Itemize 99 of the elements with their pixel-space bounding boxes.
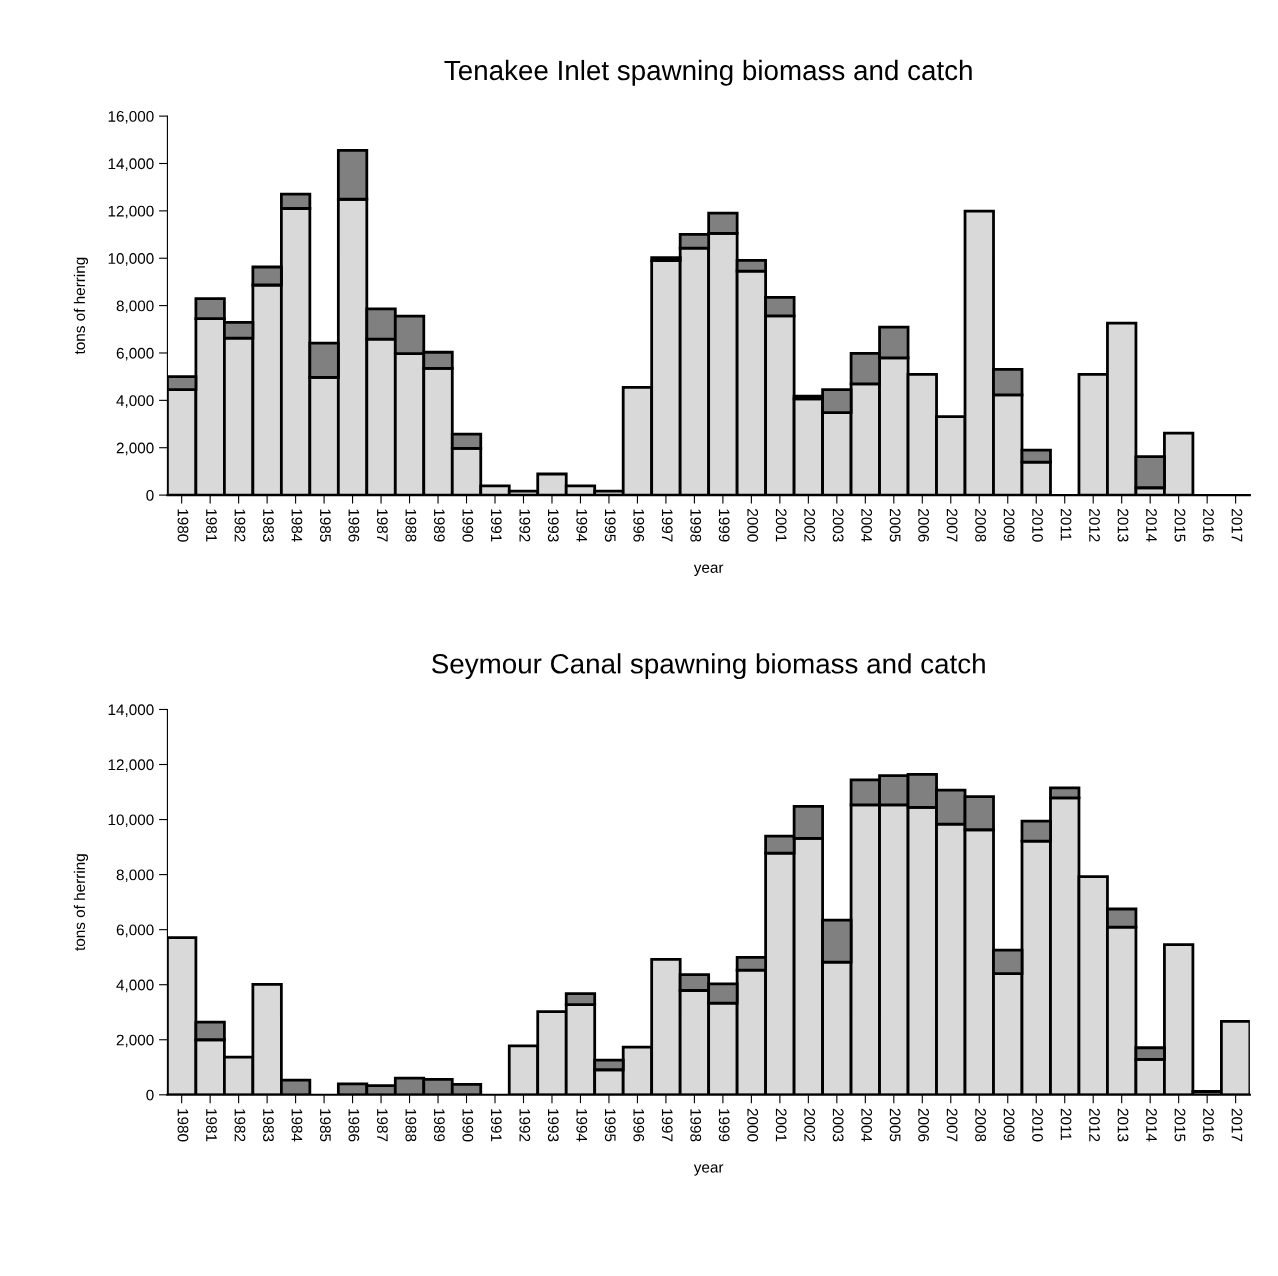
x-tick-label: 2012 <box>1089 1108 1100 1142</box>
x-tick-label: 1984 <box>291 1109 303 1142</box>
x-tick-label: 1990 <box>462 1109 474 1142</box>
x-tick-label: 1998 <box>690 1109 702 1142</box>
x-tick-label: 1980 <box>177 509 189 542</box>
x-tick-label: 1980 <box>177 1109 189 1142</box>
x-tick-label: 2013 <box>1117 1108 1129 1142</box>
y-tick-label: 4,000 <box>116 395 154 408</box>
x-tick-label: 2004 <box>861 1108 873 1142</box>
x-tick-label: 2010 <box>1032 1108 1043 1142</box>
x-tick-label: 1988 <box>405 1109 417 1142</box>
x-tick-label: 1997 <box>661 1109 673 1142</box>
x-tick-label: 1986 <box>348 1109 360 1142</box>
x-tick-label: 1992 <box>519 1109 531 1142</box>
y-tick-label: 12,000 <box>108 205 154 219</box>
x-tick-label: 1996 <box>633 1109 645 1142</box>
x-tick-label: 2012 <box>1089 509 1100 542</box>
x-tick-label: 1995 <box>604 1109 616 1142</box>
x-tick-label: 2002 <box>804 1108 816 1142</box>
x-tick-label: 1985 <box>319 509 331 542</box>
x-tick-label: 1993 <box>547 1109 559 1142</box>
x-tick-label: 2008 <box>975 1108 986 1142</box>
x-tick-label: 1994 <box>576 1109 588 1142</box>
x-tick-label: 1993 <box>547 509 559 542</box>
x-tick-label: 1999 <box>718 509 730 542</box>
x-tick-label: 1997 <box>661 509 673 542</box>
x-tick-label: 1990 <box>462 509 474 542</box>
x-tick-label: 2002 <box>804 509 816 542</box>
y-tick-label: 6,000 <box>116 347 154 361</box>
x-tick-label: 1986 <box>348 509 360 542</box>
x-tick-label: 2004 <box>861 509 873 542</box>
y-tick-label: 4,000 <box>116 979 154 993</box>
x-tick-label: 1983 <box>263 1109 274 1142</box>
x-tick-label: 2001 <box>775 1108 787 1142</box>
y-tick-label: 12,000 <box>108 759 154 772</box>
y-tick-label: 16,000 <box>108 110 154 124</box>
x-axis-title: year <box>693 1164 724 1176</box>
y-tick-label: 10,000 <box>108 814 154 828</box>
y-tick-label: 2,000 <box>116 1034 154 1048</box>
x-tick-label: 1995 <box>604 509 616 542</box>
x-tick-label: 1987 <box>376 509 388 542</box>
x-tick-label: 1984 <box>291 509 303 542</box>
x-tick-label: 2005 <box>889 509 901 542</box>
y-axis-title: tons of herring <box>73 854 89 951</box>
y-tick-label: 0 <box>146 489 154 501</box>
x-tick-label: 2016 <box>1203 1108 1214 1142</box>
x-tick-label: 2003 <box>832 1108 844 1142</box>
chart-title: Tenakee Inlet spawning biomass and catch <box>444 59 972 86</box>
y-tick-label: 14,000 <box>108 704 154 717</box>
y-tick-label: 8,000 <box>116 300 154 314</box>
x-tick-label: 2011 <box>1060 509 1072 541</box>
x-tick-label: 1982 <box>234 1109 246 1142</box>
x-axis-title: year <box>693 564 724 576</box>
x-tick-label: 2010 <box>1032 509 1043 542</box>
x-tick-label: 2015 <box>1174 1108 1186 1142</box>
x-tick-label: 1988 <box>405 509 417 542</box>
x-tick-label: 1987 <box>376 1109 388 1142</box>
x-tick-label: 1992 <box>519 509 531 542</box>
x-tick-label: 2000 <box>747 509 759 542</box>
y-axis-title: tons of herring <box>73 257 89 355</box>
x-tick-label: 2013 <box>1117 509 1129 542</box>
x-tick-label: 1994 <box>576 509 588 542</box>
x-tick-label: 2008 <box>975 509 986 542</box>
x-tick-label: 2014 <box>1146 509 1157 542</box>
x-tick-label: 1989 <box>433 509 445 542</box>
y-tick-label: 6,000 <box>116 924 154 938</box>
y-tick-label: 0 <box>146 1089 154 1101</box>
x-tick-label: 2016 <box>1203 509 1214 542</box>
x-tick-label: 1989 <box>433 1109 445 1142</box>
chart-title: Seymour Canal spawning biomass and catch <box>432 653 985 680</box>
x-tick-label: 2003 <box>832 509 844 542</box>
x-tick-label: 1998 <box>690 509 702 542</box>
x-tick-label: 2006 <box>918 509 930 542</box>
x-tick-label: 1981 <box>206 509 217 542</box>
x-tick-label: 2007 <box>946 1108 958 1142</box>
x-tick-label: 1991 <box>490 509 502 542</box>
x-tick-label: 1996 <box>633 509 645 542</box>
y-tick-label: 10,000 <box>108 253 154 266</box>
x-tick-label: 2017 <box>1231 1108 1243 1142</box>
y-tick-label: 2,000 <box>116 442 154 456</box>
x-tick-label: 2009 <box>1003 509 1015 542</box>
x-tick-label: 1991 <box>490 1109 502 1142</box>
x-tick-label: 2000 <box>747 1108 759 1142</box>
x-tick-label: 2017 <box>1231 509 1243 542</box>
x-tick-label: 2015 <box>1174 509 1186 542</box>
x-tick-label: 2006 <box>918 1108 930 1142</box>
x-tick-label: 1999 <box>718 1109 730 1142</box>
y-tick-label: 14,000 <box>108 158 154 171</box>
x-tick-label: 2005 <box>889 1108 901 1142</box>
x-tick-label: 1985 <box>319 1109 331 1142</box>
x-tick-label: 2009 <box>1003 1108 1015 1142</box>
y-tick-label: 8,000 <box>116 869 154 883</box>
x-tick-label: 1982 <box>234 509 246 542</box>
x-tick-label: 1983 <box>263 509 274 542</box>
x-tick-label: 2007 <box>946 509 958 542</box>
x-tick-label: 2011 <box>1060 1108 1072 1141</box>
x-tick-label: 2014 <box>1146 1108 1157 1142</box>
x-tick-label: 2001 <box>775 509 787 542</box>
x-tick-label: 1981 <box>206 1109 217 1142</box>
